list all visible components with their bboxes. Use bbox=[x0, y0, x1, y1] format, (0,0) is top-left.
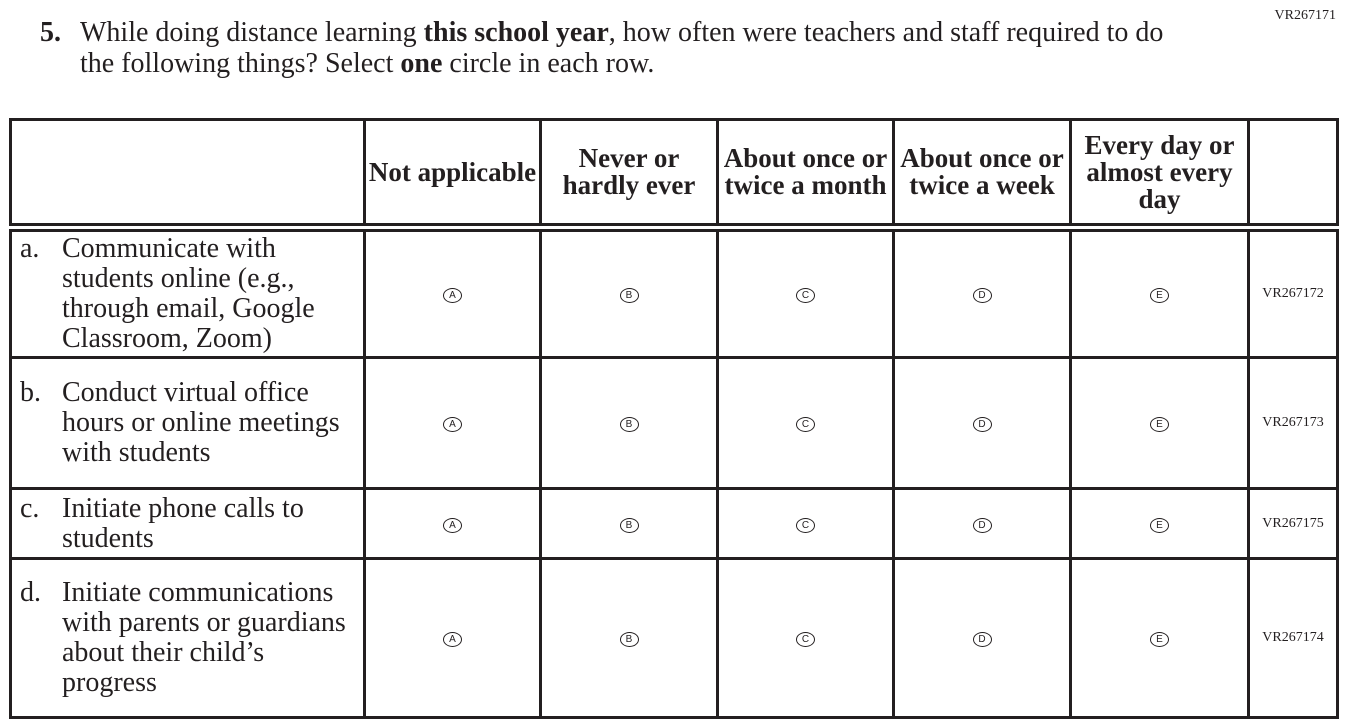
response-cell: B bbox=[539, 226, 719, 359]
response-bubble-d[interactable]: D bbox=[972, 288, 992, 303]
response-bubble-b[interactable]: B bbox=[619, 288, 639, 303]
column-header: Not applicable bbox=[363, 118, 542, 232]
question-text-part: circle in each row. bbox=[442, 48, 655, 79]
row-letter: a. bbox=[20, 233, 40, 264]
response-cell: A bbox=[363, 557, 542, 719]
response-bubble-e[interactable]: E bbox=[1150, 288, 1169, 303]
row-code: VR267173 bbox=[1247, 356, 1339, 490]
response-cell: B bbox=[539, 487, 719, 560]
row-code: VR267172 bbox=[1247, 226, 1339, 359]
form-code: VR267171 bbox=[1274, 8, 1336, 23]
row-label: a. Communicate with students online (e.g.… bbox=[9, 226, 366, 359]
response-cell: D bbox=[892, 487, 1072, 560]
response-bubble-c[interactable]: C bbox=[796, 632, 815, 647]
row-label: b. Conduct virtual office hours or online… bbox=[9, 356, 366, 490]
response-cell: C bbox=[716, 487, 895, 560]
row-text: Communicate with students online (e.g., … bbox=[62, 233, 315, 354]
response-cell: D bbox=[892, 557, 1072, 719]
column-header: Every day or almost every day bbox=[1069, 118, 1250, 232]
header-code-blank bbox=[1247, 118, 1339, 232]
response-bubble-e[interactable]: E bbox=[1150, 517, 1169, 533]
response-bubble-b[interactable]: B bbox=[619, 517, 639, 533]
response-cell: A bbox=[363, 487, 542, 560]
response-bubble-b[interactable]: B bbox=[619, 417, 639, 432]
response-cell: D bbox=[892, 356, 1072, 490]
response-cell: C bbox=[716, 557, 895, 719]
response-bubble-e[interactable]: E bbox=[1150, 417, 1169, 432]
question-text: While doing distance learning this schoo… bbox=[80, 17, 1180, 79]
response-cell: E bbox=[1069, 557, 1250, 719]
row-letter: d. bbox=[20, 577, 41, 608]
response-cell: E bbox=[1069, 487, 1250, 560]
question-text-part: While doing distance learning bbox=[80, 17, 424, 48]
response-grid: Not applicable Never or hardly ever About … bbox=[9, 118, 1339, 719]
row-text: Initiate communications with parents or … bbox=[62, 577, 346, 698]
header-blank bbox=[9, 118, 366, 232]
table-row: d. Initiate communications with parents o… bbox=[9, 557, 1339, 719]
table-row: a. Communicate with students online (e.g.… bbox=[9, 226, 1339, 359]
response-bubble-a[interactable]: A bbox=[443, 288, 462, 303]
header-row: Not applicable Never or hardly ever About … bbox=[9, 118, 1339, 232]
question-emphasis: this school year bbox=[423, 17, 609, 48]
response-cell: A bbox=[363, 356, 542, 490]
question-number: 5. bbox=[40, 17, 61, 48]
response-cell: B bbox=[539, 557, 719, 719]
response-bubble-d[interactable]: D bbox=[972, 417, 992, 432]
response-cell: E bbox=[1069, 356, 1250, 490]
response-cell: D bbox=[892, 226, 1072, 359]
column-header: About once or twice a month bbox=[716, 118, 895, 232]
response-cell: A bbox=[363, 226, 542, 359]
response-cell: E bbox=[1069, 226, 1250, 359]
row-letter: b. bbox=[20, 377, 41, 408]
response-bubble-c[interactable]: C bbox=[796, 417, 815, 432]
response-bubble-a[interactable]: A bbox=[443, 517, 462, 533]
row-label: d. Initiate communications with parents o… bbox=[9, 557, 366, 719]
response-bubble-c[interactable]: C bbox=[796, 288, 815, 303]
table-row: c. Initiate phone calls to students A B C D E V… bbox=[9, 487, 1339, 560]
response-cell: C bbox=[716, 226, 895, 359]
response-bubble-e[interactable]: E bbox=[1150, 632, 1169, 647]
response-cell: B bbox=[539, 356, 719, 490]
response-bubble-c[interactable]: C bbox=[796, 517, 815, 533]
response-bubble-b[interactable]: B bbox=[619, 632, 639, 647]
table-row: b. Conduct virtual office hours or online… bbox=[9, 356, 1339, 490]
response-cell: C bbox=[716, 356, 895, 490]
response-bubble-a[interactable]: A bbox=[443, 632, 462, 647]
row-text: Initiate phone calls to students bbox=[62, 492, 304, 554]
column-header: About once or twice a week bbox=[892, 118, 1072, 232]
response-bubble-d[interactable]: D bbox=[972, 632, 992, 647]
question-text-part: , how often were teachers and staff requ… bbox=[80, 17, 1164, 79]
row-label: c. Initiate phone calls to students bbox=[9, 487, 366, 560]
column-header: Never or hardly ever bbox=[539, 118, 719, 232]
row-code: VR267174 bbox=[1247, 557, 1339, 719]
row-letter: c. bbox=[20, 492, 40, 524]
question-emphasis: one bbox=[400, 48, 443, 79]
response-bubble-d[interactable]: D bbox=[972, 517, 992, 533]
response-bubble-a[interactable]: A bbox=[443, 417, 462, 432]
row-code: VR267175 bbox=[1247, 487, 1339, 560]
row-text: Conduct virtual office hours or online m… bbox=[62, 377, 340, 468]
